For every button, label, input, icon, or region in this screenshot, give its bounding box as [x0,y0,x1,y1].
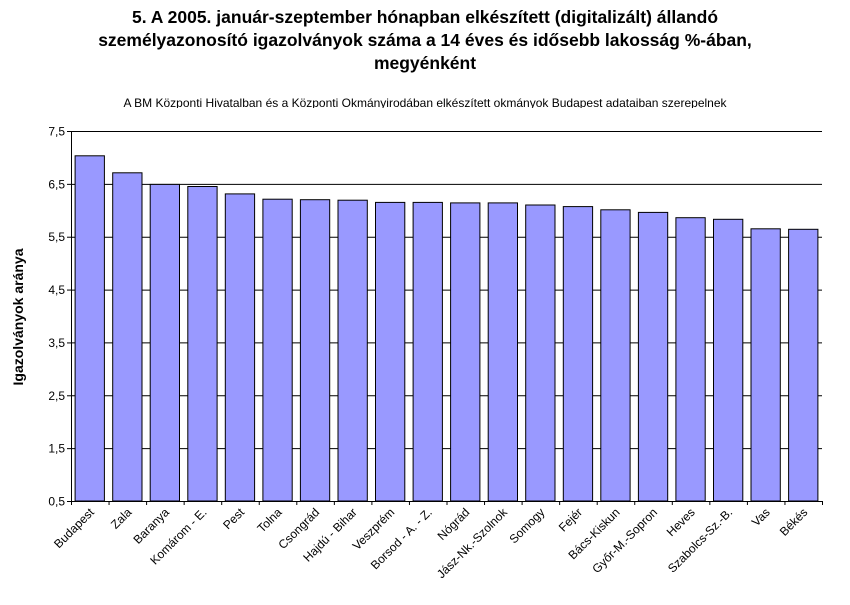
bar-series [74,155,819,502]
y-tick-label: 7,5 [48,125,65,139]
bar [112,172,143,502]
x-tick-label: Zala [108,505,135,532]
gridlines [71,131,822,502]
bar [450,202,481,502]
bar [525,204,556,502]
chart-title-line: 5. A 2005. január-szeptember hónapban el… [131,7,719,27]
x-tick-label: Szabolcs-Sz.-B. [665,505,735,575]
axes [67,131,823,505]
x-tick-label: Somogy [506,505,547,546]
bar [600,209,631,502]
y-tick-label: 2,5 [48,389,65,403]
x-tick-label: Békés [777,505,810,538]
y-tick-label: 6,5 [48,177,65,191]
chart-title-line: megyénként [373,53,477,73]
y-tick-label: 3,5 [48,336,65,350]
y-tick-label: 5,5 [48,230,65,244]
bar [637,211,669,502]
x-tick-label: Budapest [51,505,97,551]
x-tick-label: Jász-Nk.-Szolnok [434,505,511,582]
x-tick-label: Tolna [254,505,284,535]
y-axis-label: Igazolványok aránya [10,248,26,385]
bar [74,155,105,502]
bar [187,186,218,502]
x-tick-label: Pest [220,505,247,532]
bar [375,201,406,502]
y-tick-label: 1,5 [48,442,65,456]
chart-title: 5. A 2005. január-szeptember hónapban el… [0,6,850,75]
bar [562,206,594,502]
x-tick-label: Heves [664,505,698,539]
bar [337,199,368,502]
chart-title-line: személyazonosító igazolványok száma a 14… [98,30,752,50]
bar [224,193,256,502]
bar [487,202,519,502]
bar [675,217,706,502]
x-tick-label: Győr-M.-Sopron [589,505,660,576]
bar [788,228,819,502]
x-tick-label: Vas [749,505,773,529]
bar [262,198,293,502]
bar [412,201,443,502]
bar [299,199,331,502]
chart-subtitle: A BM Központi Hivatalban és a Központi O… [123,96,727,108]
bar [149,183,180,502]
y-tick-label: 0,5 [48,495,65,509]
bar [713,218,744,502]
y-tick-label: 4,5 [48,283,65,297]
x-tick-label: Fejér [556,505,585,534]
y-tick-labels: 0,5 1,5 2,5 3,5 4,5 5,5 6,5 7,5 [48,125,65,509]
bar [750,228,781,502]
